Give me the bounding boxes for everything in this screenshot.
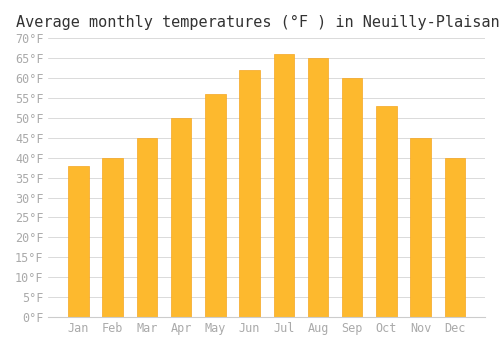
Bar (444, 158, 465, 317)
Bar (376, 106, 396, 317)
Bar (171, 118, 192, 317)
Bar (68, 166, 88, 317)
Bar (205, 94, 226, 317)
Bar (136, 138, 157, 317)
Bar (342, 78, 362, 317)
Bar (102, 158, 123, 317)
Bar (274, 54, 294, 317)
Bar (308, 58, 328, 317)
Bar (410, 138, 431, 317)
Title: Average monthly temperatures (°F ) in Neuilly-Plaisance: Average monthly temperatures (°F ) in Ne… (16, 15, 500, 30)
Bar (240, 70, 260, 317)
